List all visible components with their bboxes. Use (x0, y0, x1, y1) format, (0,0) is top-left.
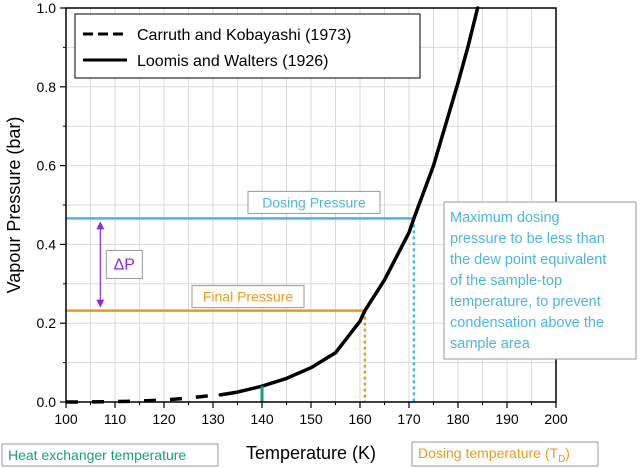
x-tick-label: 100 (54, 411, 78, 427)
x-tick-label: 110 (104, 411, 127, 427)
y-tick-label: 0.8 (37, 79, 57, 95)
final-pressure-label-box (191, 285, 305, 309)
dew-point-callout-box (443, 201, 637, 360)
x-tick-label: 200 (544, 411, 568, 427)
dosing-temperature-subscript: D (558, 454, 565, 465)
final-pressure-label: Final Pressure (191, 285, 305, 309)
y-axis: 0.0 0.2 0.4 0.6 0.8 1.0 (37, 0, 66, 410)
dew-point-callout-line: temperature, to prevent (450, 294, 601, 310)
x-axis: 100 110 120 130 140 150 160 170 180 190 200 (54, 402, 568, 427)
x-tick-label: 190 (495, 411, 519, 427)
heat-exchanger-callout-box (1, 443, 219, 467)
dosing-temperature-text: Dosing temperature (T (418, 445, 559, 461)
dew-point-callout-line: Maximum dosing (450, 210, 560, 226)
y-tick-label: 0.2 (37, 315, 57, 331)
x-tick-label: 180 (446, 411, 470, 427)
delta-p-label: ΔP (114, 256, 135, 273)
legend-label-carruth: Carruth and Kobayashi (1973) (137, 27, 351, 44)
y-tick-label: 0.0 (37, 394, 57, 410)
x-axis-label: Temperature (K) (246, 443, 376, 463)
x-tick-label: 150 (299, 411, 323, 427)
y-tick-label: 0.6 (37, 158, 57, 174)
series-lines (65, 6, 480, 404)
dosing-pressure-label: Dosing Pressure (247, 190, 381, 214)
dosing-temperature-callout: Dosing temperature (TD) (411, 441, 599, 467)
x-tick-label: 170 (397, 411, 421, 427)
annotation-lines (66, 217, 416, 402)
delta-p-arrowhead-top (96, 221, 105, 230)
heat-exchanger-callout-text: Heat exchanger temperature (8, 447, 186, 463)
y-tick-label: 1.0 (37, 0, 57, 16)
dosing-temperature-suffix: ) (565, 445, 570, 461)
legend: Carruth and Kobayashi (1973) Loomis and … (74, 13, 421, 79)
final-pressure-label-text: Final Pressure (203, 289, 293, 305)
delta-p-label-box (105, 249, 143, 279)
dosing-pressure-label-box (247, 190, 381, 214)
x-tick-label: 140 (250, 411, 274, 427)
x-tick-label: 130 (201, 411, 225, 427)
dew-point-callout-text: Maximum dosing pressure to be less than th… (450, 210, 606, 352)
delta-p-arrowhead-bottom (96, 299, 105, 308)
x-tick-label: 120 (152, 411, 176, 427)
dew-point-callout-line: sample area (450, 336, 531, 352)
dew-point-callout-line: the dew point equivalent (450, 252, 606, 268)
dew-point-callout-line: pressure to be less than (450, 231, 605, 247)
dosing-temperature-callout-box (411, 441, 599, 467)
dew-point-callout-line: condensation above the (450, 315, 604, 331)
legend-label-loomis: Loomis and Walters (1926) (137, 53, 329, 70)
y-axis-label: Vapour Pressure (bar) (4, 117, 24, 294)
y-tick-label: 0.4 (37, 236, 57, 252)
dew-point-callout: Maximum dosing pressure to be less than th… (443, 201, 637, 360)
x-tick-label: 160 (348, 411, 372, 427)
legend-box (74, 13, 421, 79)
dew-point-callout-line: of the sample-top (450, 273, 562, 289)
series-line-loomis (218, 6, 480, 397)
dosing-pressure-label-text: Dosing Pressure (262, 194, 366, 210)
delta-p-annotation: ΔP (96, 221, 143, 308)
dosing-temperature-callout-text: Dosing temperature (TD) (418, 445, 570, 465)
heat-exchanger-callout: Heat exchanger temperature (1, 443, 219, 467)
